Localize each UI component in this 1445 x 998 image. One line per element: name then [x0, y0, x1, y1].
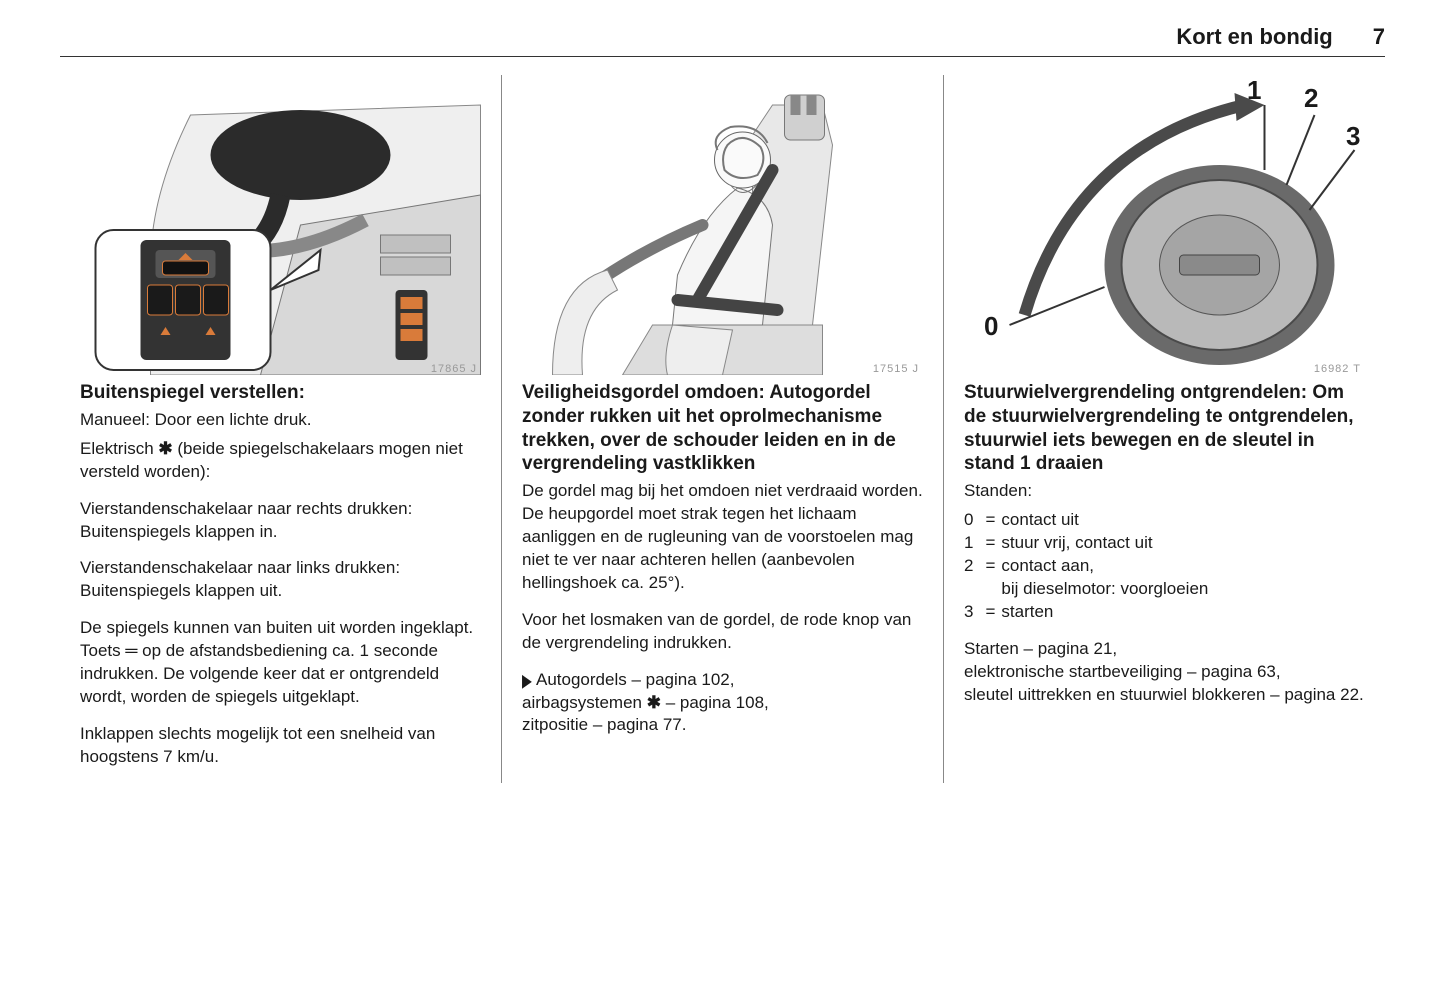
figure-id-2: 17515 J: [873, 363, 919, 375]
figure-id-3: 16982 T: [1314, 363, 1361, 375]
option-symbol-icon: ✱: [158, 439, 172, 458]
equals-sign: =: [979, 532, 1001, 555]
content-columns: 17865 J Buitenspiegel verstellen: Manuee…: [60, 75, 1385, 783]
table-row: 3=starten: [964, 601, 1214, 624]
column-mirror: 17865 J Buitenspiegel verstellen: Manuee…: [60, 75, 501, 783]
p-fold-out: Vierstandenschakelaar naar links drukken…: [80, 557, 481, 603]
pos-number: 2: [964, 555, 979, 601]
table-row: 2=contact aan, bij dieselmotor: voorgloe…: [964, 555, 1214, 601]
option-symbol-icon: ✱: [647, 693, 661, 712]
txt: airbagsystemen: [522, 693, 647, 712]
txt: Autogordels – pagina 102,: [536, 670, 735, 689]
dial-label-1: 1: [1247, 75, 1261, 106]
dial-label-0: 0: [984, 311, 998, 342]
pos-number: 0: [964, 509, 979, 532]
column-seatbelt: 17515 J Veiligheidsgordel omdoen: Autogo…: [501, 75, 943, 783]
dial-label-2: 2: [1304, 83, 1318, 114]
pos-text: starten: [1001, 601, 1214, 624]
remote-button-icon: ═: [125, 641, 137, 660]
table-row: 1=stuur vrij, contact uit: [964, 532, 1214, 555]
column-ignition: 0 1 2 3 16982 T Stuurwielvergrendeling o…: [943, 75, 1385, 783]
pos-number: 3: [964, 601, 979, 624]
pos-text: stuur vrij, contact uit: [1001, 532, 1214, 555]
p-manual: Manueel: Door een lichte druk.: [80, 409, 481, 432]
pos-text: contact uit: [1001, 509, 1214, 532]
ignition-refs: Starten – pagina 21, elektronische start…: [964, 638, 1365, 707]
header-title: Kort en bondig: [1176, 24, 1332, 50]
equals-sign: =: [979, 601, 1001, 624]
p-belt-body: De gordel mag bij het omdoen niet verdra…: [522, 480, 923, 595]
p-remote-fold: De spiegels kunnen van buiten uit worden…: [80, 617, 481, 709]
p-speed-limit: Inklappen slechts mogelijk tot een snelh…: [80, 723, 481, 769]
heading-mirror: Buitenspiegel verstellen:: [80, 381, 481, 405]
mirror-illustration-icon: [80, 75, 481, 375]
figure-id-1: 17865 J: [431, 363, 477, 375]
table-row: 0=contact uit: [964, 509, 1214, 532]
p-belt-release: Voor het losmaken van de gordel, de rode…: [522, 609, 923, 655]
txt: Elektrisch: [80, 439, 158, 458]
figure-mirror: 17865 J: [80, 75, 481, 375]
pos-number: 1: [964, 532, 979, 555]
figure-seatbelt: 17515 J: [522, 75, 923, 375]
positions-table: 0=contact uit1=stuur vrij, contact uit2=…: [964, 509, 1214, 624]
page-number: 7: [1373, 24, 1385, 50]
p-electric: Elektrisch ✱ (beide spiegelschakelaars m…: [80, 438, 481, 484]
txt: zitpositie – pagina 77.: [522, 715, 686, 734]
figure-ignition: 0 1 2 3 16982 T: [964, 75, 1365, 375]
positions-label: Standen:: [964, 480, 1365, 503]
txt: – pagina 108,: [661, 693, 769, 712]
heading-seatbelt: Veiligheidsgordel omdoen: Autogordel zon…: [522, 381, 923, 476]
triangle-bullet-icon: ▶: [522, 668, 532, 693]
page-header: Kort en bondig 7: [60, 24, 1385, 57]
equals-sign: =: [979, 555, 1001, 601]
equals-sign: =: [979, 509, 1001, 532]
pos-text: contact aan, bij dieselmotor: voorgloeie…: [1001, 555, 1214, 601]
ignition-illustration-icon: [964, 75, 1365, 375]
dial-label-3: 3: [1346, 121, 1360, 152]
p-fold-in: Vierstandenschakelaar naar rechts drukke…: [80, 498, 481, 544]
seatbelt-illustration-icon: [522, 75, 923, 375]
heading-ignition: Stuurwielvergrendeling ontgrendelen: Om …: [964, 381, 1365, 476]
p-belt-refs: ▶Autogordels – pagina 102, airbagsysteme…: [522, 669, 923, 738]
